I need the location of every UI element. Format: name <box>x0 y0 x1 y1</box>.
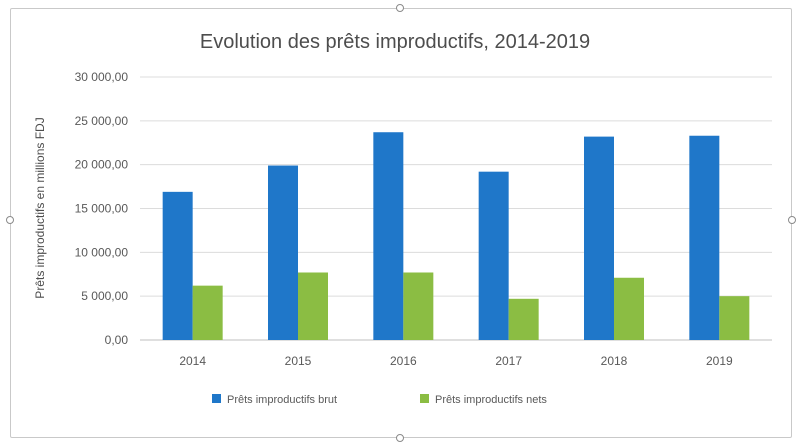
x-tick-label: 2016 <box>390 354 417 368</box>
resize-handle-right[interactable] <box>788 216 796 224</box>
bar-nets-2019[interactable] <box>719 296 750 340</box>
x-axis-tick-labels: 2014 2015 2016 2017 2018 2019 <box>179 354 733 368</box>
y-tick-label: 30 000,00 <box>75 70 129 84</box>
bar-nets-2015[interactable] <box>298 272 328 340</box>
y-tick-label: 25 000,00 <box>75 114 129 128</box>
bar-nets-2014[interactable] <box>192 285 223 340</box>
resize-handle-top[interactable] <box>396 4 404 12</box>
x-tick-label: 2017 <box>495 354 522 368</box>
bar-brut-2019[interactable] <box>689 135 720 340</box>
y-axis-label: Prêts improductifs en millions FDJ <box>33 117 47 298</box>
y-tick-label: 15 000,00 <box>75 202 129 216</box>
bars <box>162 132 750 340</box>
x-tick-label: 2019 <box>706 354 733 368</box>
y-tick-label: 5 000,00 <box>81 289 128 303</box>
legend-label-0: Prêts improductifs brut <box>227 394 337 406</box>
resize-handle-left[interactable] <box>6 216 14 224</box>
bar-brut-2016[interactable] <box>373 132 404 340</box>
bar-brut-2014[interactable] <box>162 191 193 340</box>
gridlines <box>140 76 772 341</box>
bar-nets-2016[interactable] <box>403 272 434 340</box>
x-tick-label: 2014 <box>179 354 206 368</box>
legend: Prêts improductifs brut Prêts improductif… <box>212 394 547 406</box>
chart-title: Evolution des prêts improductifs, 2014-2… <box>200 31 590 53</box>
resize-handle-bottom[interactable] <box>396 434 404 442</box>
bar-nets-2018[interactable] <box>614 277 644 340</box>
bar-brut-2015[interactable] <box>268 165 298 340</box>
legend-label-1: Prêts improductifs nets <box>435 394 547 406</box>
x-tick-label: 2018 <box>601 354 628 368</box>
bar-nets-2017[interactable] <box>508 298 539 340</box>
legend-swatch-1 <box>420 394 429 403</box>
y-tick-label: 20 000,00 <box>75 158 129 172</box>
y-tick-label: 10 000,00 <box>75 245 129 259</box>
legend-swatch-0 <box>212 394 221 403</box>
y-tick-label: 0,00 <box>105 333 129 347</box>
x-tick-label: 2015 <box>285 354 312 368</box>
bar-brut-2018[interactable] <box>584 136 614 340</box>
bar-brut-2017[interactable] <box>478 171 509 340</box>
y-axis-tick-labels: 0,00 5 000,00 10 000,00 15 000,00 20 000,00 2… <box>75 70 129 347</box>
